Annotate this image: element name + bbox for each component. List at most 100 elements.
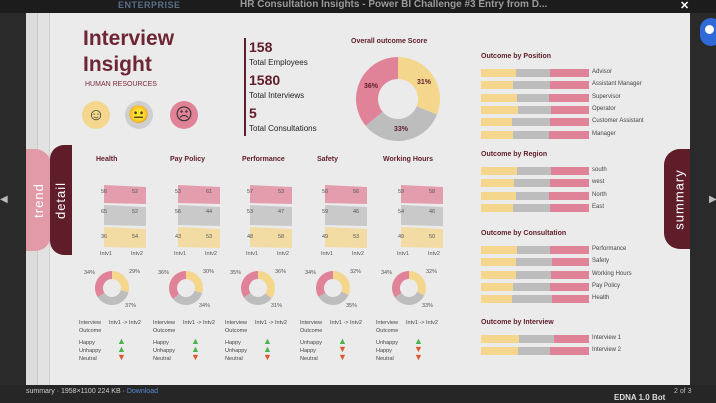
viewer-brand: ENTERPRISE xyxy=(118,0,181,10)
category-title: Performance xyxy=(242,156,285,163)
category-title: Safety xyxy=(317,156,339,163)
stacked-bar xyxy=(481,191,589,200)
arrow-up-icon: ▲ xyxy=(117,344,126,354)
ribbon-intv1-label: Intv1 xyxy=(246,251,258,257)
download-link[interactable]: Download xyxy=(126,388,158,395)
arrow-down-icon: ▼ xyxy=(414,344,423,354)
ribbon-intv2-label: Intv2 xyxy=(131,251,143,257)
outcome-legend-row: Happy xyxy=(79,340,95,346)
stacked-bar-segment xyxy=(515,258,553,267)
stacked-bar-segment xyxy=(516,246,551,254)
stacked-bar xyxy=(481,282,589,291)
ribbon-chart xyxy=(104,185,146,248)
status-text: summary · 1958×1100 224 KB · Download xyxy=(26,388,158,395)
stacked-bar xyxy=(481,258,589,267)
donut-slice xyxy=(409,271,426,296)
stacked-bar-segment xyxy=(517,347,551,356)
category-outcome-donut xyxy=(169,271,203,305)
bar-label: Assistant Manager xyxy=(592,81,642,88)
close-button[interactable]: ✕ xyxy=(680,0,690,12)
ribbon-intv2-value: 46 xyxy=(353,209,360,215)
ribbon-intv1-value: 48 xyxy=(247,234,254,240)
stacked-bar-segment xyxy=(481,93,517,102)
stacked-bar-segment xyxy=(515,191,550,200)
overall-score-title: Overall outcome Score xyxy=(351,38,428,45)
tab-detail[interactable]: detail xyxy=(50,145,72,255)
next-arrow-icon[interactable]: ▶ xyxy=(709,194,716,205)
stacked-bar xyxy=(481,295,589,304)
ribbon-intv2-label: Intv2 xyxy=(205,251,217,257)
arrow-up-icon: ▲ xyxy=(414,336,423,346)
donut-slice xyxy=(172,290,203,305)
donut-slice xyxy=(241,271,258,298)
arrow-up-icon: ▲ xyxy=(263,336,272,346)
donut-slice xyxy=(365,106,438,141)
page-title-line1: Interview xyxy=(83,27,175,50)
stacked-bar-segment xyxy=(518,335,555,343)
previous-arrow-icon[interactable]: ◀ xyxy=(0,194,8,205)
ribbon-intv1-value: 49 xyxy=(322,234,329,240)
ribbon-band xyxy=(104,205,146,226)
ribbon-band xyxy=(104,227,146,248)
page-count: 2 of 3 xyxy=(674,388,692,395)
viewer-statusbar xyxy=(0,385,716,403)
donut-neutral-pct: 35% xyxy=(346,303,358,309)
page-subtitle: HUMAN RESOURCES xyxy=(85,81,157,88)
stacked-bar xyxy=(481,81,589,90)
ribbon-chart xyxy=(250,185,292,248)
outcome-legend-col1: Interview xyxy=(79,320,102,326)
stacked-bar xyxy=(481,270,589,279)
category-outcome-donut xyxy=(316,271,350,305)
ribbon-band xyxy=(325,227,367,248)
bar-label: south xyxy=(592,167,607,173)
bar-label: Health xyxy=(592,295,610,302)
stacked-bar-segment xyxy=(515,270,552,279)
outcome-legend-row: Unhappy xyxy=(225,348,248,354)
bar-label: Manager xyxy=(592,130,616,137)
ribbon-intv2-label: Intv2 xyxy=(352,251,364,257)
panel-title: Outcome by Region xyxy=(481,151,548,158)
donut-slice xyxy=(316,271,333,297)
ribbon-band xyxy=(250,227,292,248)
stacked-bar-segment xyxy=(481,203,514,212)
stacked-bar-segment xyxy=(513,282,551,291)
outcome-legend-row: Unhappy xyxy=(376,340,399,346)
donut-neutral-pct: 31% xyxy=(271,303,283,309)
outcome-legend-col2: Intv1 -> Intv2 xyxy=(255,320,287,326)
outcome-legend-row: Happy xyxy=(153,340,169,346)
ribbon-intv2-value: 58 xyxy=(278,234,285,240)
bar-label: Customer Assistant xyxy=(592,118,644,125)
arrow-up-icon: ▲ xyxy=(191,336,200,346)
outcome-legend-row: Unhappy xyxy=(300,340,323,346)
donut-happy-pct: 32% xyxy=(350,269,362,275)
kpi-interviews-label: Total Interviews xyxy=(249,91,305,100)
ribbon-intv2-value: 58 xyxy=(429,189,436,195)
tab-summary[interactable]: summary xyxy=(664,149,690,249)
donut-unhappy-pct: 34% xyxy=(381,270,393,276)
bar-label: Operator xyxy=(592,105,616,112)
outcome-legend-col1: Interview xyxy=(153,320,176,326)
ribbon-band xyxy=(401,205,443,226)
stacked-bar xyxy=(481,203,589,212)
chat-widget-icon[interactable] xyxy=(700,18,716,46)
category-title: Working Hours xyxy=(383,156,434,163)
kpi-employees-label: Total Employees xyxy=(249,58,308,67)
ribbon-intv1-value: 43 xyxy=(175,234,182,240)
neutral-face-icon: 😐 xyxy=(125,101,153,129)
stacked-bar-segment xyxy=(512,295,553,304)
donut-slice xyxy=(169,271,186,299)
stacked-bar-segment xyxy=(516,93,550,102)
ribbon-band xyxy=(401,227,443,248)
page-title: Interview Insight xyxy=(83,26,174,78)
outcome-legend-row: Happy xyxy=(225,340,241,346)
donut-slice xyxy=(186,271,203,294)
outcome-legend-row: Neutral xyxy=(79,356,97,362)
ribbon-intv1-value: 59 xyxy=(322,209,329,215)
donut-slice xyxy=(398,57,440,115)
ribbon-intv1-value: 54 xyxy=(398,209,405,215)
viewer-topbar xyxy=(0,0,716,13)
tab-trend[interactable]: trend xyxy=(26,149,51,251)
ribbon-intv1-value: 53 xyxy=(175,189,182,195)
ribbon-intv1-value: 56 xyxy=(175,209,182,215)
stacked-bar-segment xyxy=(513,203,551,212)
